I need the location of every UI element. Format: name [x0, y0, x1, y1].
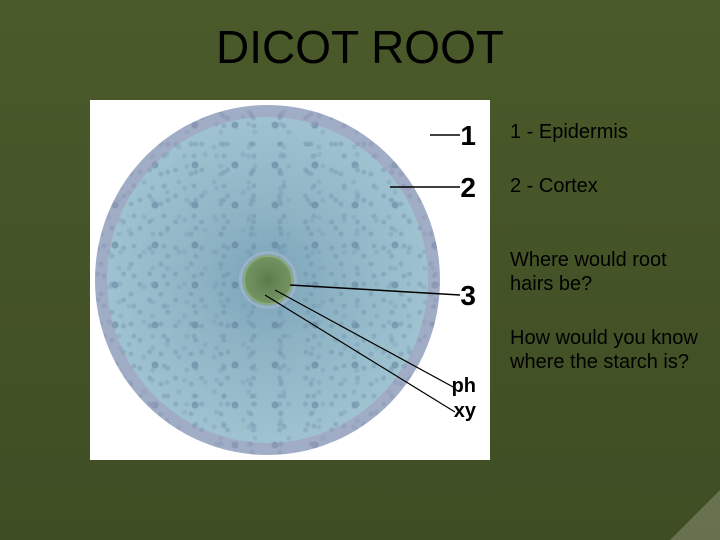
text-column: 1 - Epidermis 2 - Cortex Where would roo…	[510, 100, 710, 404]
label-xy: xy	[454, 400, 476, 423]
legend-item-2: 2 - Cortex	[510, 174, 710, 198]
label-ph: ph	[452, 375, 476, 398]
slide-title: DICOT ROOT	[0, 20, 720, 74]
label-2: 2	[460, 172, 476, 204]
content-area: 1 2 3 ph xy 1 - Epidermis 2 - Cortex Whe…	[90, 100, 640, 480]
question-2: How would you know where the starch is?	[510, 326, 710, 374]
label-3: 3	[460, 280, 476, 312]
page-curl-icon	[670, 490, 720, 540]
micrograph-container: 1 2 3 ph xy	[90, 100, 490, 460]
vascular-stele	[243, 255, 293, 305]
question-1: Where would root hairs be?	[510, 248, 710, 296]
legend-item-1: 1 - Epidermis	[510, 120, 710, 144]
label-1: 1	[460, 120, 476, 152]
root-cross-section	[95, 105, 440, 455]
